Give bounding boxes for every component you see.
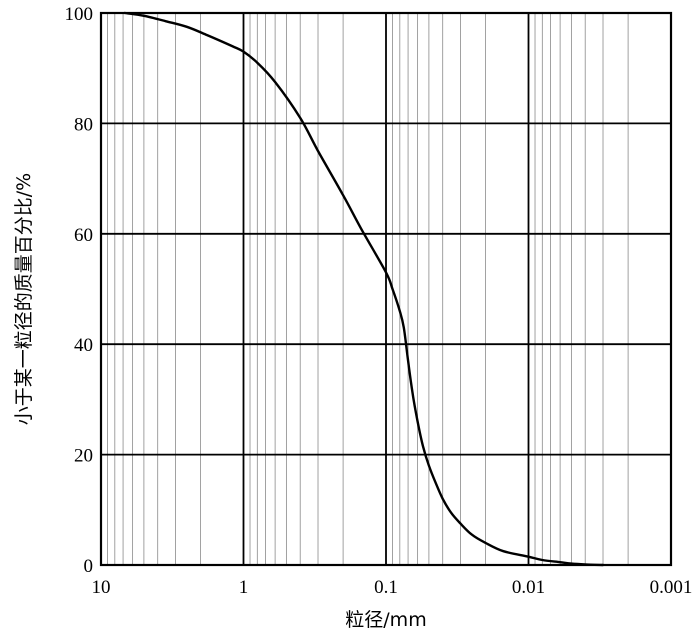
y-tick-label: 80: [74, 114, 93, 135]
x-tick-labels: 10 1 0.1 0.01 0.001: [92, 577, 693, 598]
grain-size-curve: [123, 11, 605, 567]
y-axis-title: 小于某一粒径的质量百分比/%: [13, 173, 35, 425]
y-tick-labels: 0 20 40 60 80 100: [65, 4, 94, 577]
y-tick-label: 100: [65, 4, 94, 25]
x-tick-label: 10: [92, 577, 111, 598]
y-tick-label: 0: [84, 556, 94, 577]
x-tick-label: 1: [239, 577, 249, 598]
x-tick-label: 0.01: [512, 577, 545, 598]
y-tick-label: 40: [74, 335, 93, 356]
x-axis-title: 粒径/mm: [345, 609, 426, 631]
y-tick-label: 20: [74, 446, 93, 467]
x-tick-label: 0.1: [374, 577, 398, 598]
plot-frame: [99, 11, 673, 567]
x-tick-label: 0.001: [650, 577, 693, 598]
minor-gridlines: [107, 13, 629, 565]
y-tick-label: 60: [74, 225, 93, 246]
